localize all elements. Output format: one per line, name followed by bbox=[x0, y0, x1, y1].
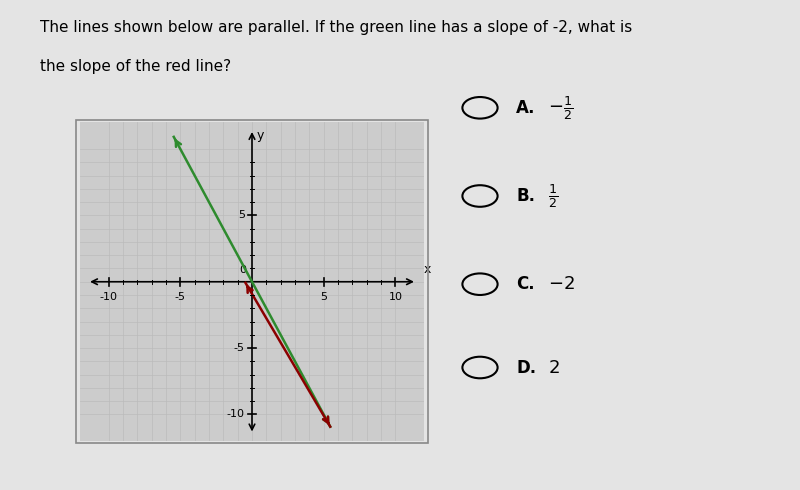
Text: $-\frac{1}{2}$: $-\frac{1}{2}$ bbox=[548, 94, 573, 122]
Text: 10: 10 bbox=[388, 293, 402, 302]
Text: x: x bbox=[424, 264, 431, 276]
Text: $-2$: $-2$ bbox=[548, 275, 575, 293]
Text: -10: -10 bbox=[100, 293, 118, 302]
Text: $2$: $2$ bbox=[548, 359, 560, 376]
Text: y: y bbox=[256, 129, 264, 142]
Text: 5: 5 bbox=[320, 293, 327, 302]
Text: $\frac{1}{2}$: $\frac{1}{2}$ bbox=[548, 182, 558, 210]
Text: the slope of the red line?: the slope of the red line? bbox=[40, 59, 231, 74]
Text: The lines shown below are parallel. If the green line has a slope of -2, what is: The lines shown below are parallel. If t… bbox=[40, 20, 632, 35]
Text: 5: 5 bbox=[238, 210, 245, 221]
Text: -5: -5 bbox=[175, 293, 186, 302]
Text: -5: -5 bbox=[234, 343, 245, 353]
Text: B.: B. bbox=[516, 187, 535, 205]
Text: 0: 0 bbox=[239, 265, 246, 275]
Text: A.: A. bbox=[516, 99, 535, 117]
Text: -10: -10 bbox=[227, 410, 245, 419]
Text: C.: C. bbox=[516, 275, 534, 293]
Text: D.: D. bbox=[516, 359, 536, 376]
